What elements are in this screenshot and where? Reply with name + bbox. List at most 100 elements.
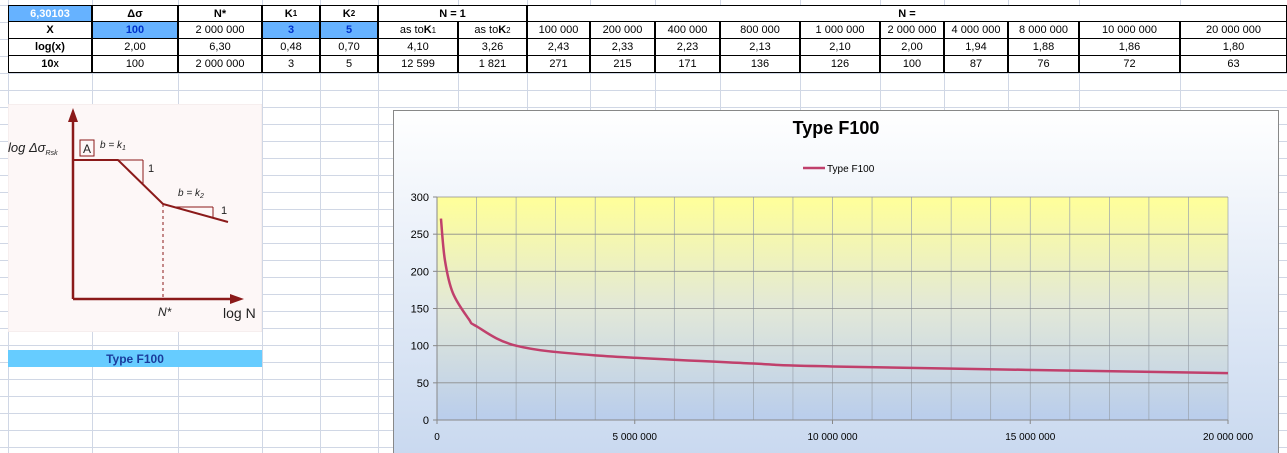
cell: 63 [1180,56,1287,73]
row-header: X [8,22,92,39]
cell: 2,00 [92,39,178,56]
cell: 215 [590,56,655,73]
header-cell: 6,30103 [8,5,92,22]
cell: 100 [880,56,944,73]
cell: 171 [655,56,720,73]
slope-label: b = k1 [100,140,126,152]
cell-text-sub: 2 [350,9,356,18]
cell: 0,70 [320,39,378,56]
cell: 800 000 [720,22,800,39]
x-tick-label: 10 000 000 [807,432,857,443]
cell: 12 599 [378,56,458,73]
y-tick-label: 300 [411,192,429,204]
cell: 87 [944,56,1008,73]
y-tick-label: 100 [411,341,429,353]
cell: 20 000 000 [1180,22,1287,39]
header-cell: Δσ [92,5,178,22]
cell-text-strong: K [423,24,432,36]
cell-text-text: as to [399,24,424,36]
col-line [262,0,263,453]
x-tick-label: 0 [434,432,440,443]
cell: 5 [320,22,378,39]
panel-box [79,139,95,157]
row-line [0,90,1287,91]
cell: 1,86 [1079,39,1180,56]
cell-text-sub: 1 [431,25,437,35]
cell-text-sub: 2 [506,25,511,35]
cell: 2,33 [590,39,655,56]
cell: 1,94 [944,39,1008,56]
sketch-frame [8,104,262,332]
x-arrow-head [230,294,244,304]
cell: 100 [92,22,178,39]
cell: 2,10 [800,39,880,56]
col-line [320,0,321,453]
cell: 1,80 [1180,39,1287,56]
cell: 4,10 [378,39,458,56]
header-cell: N = [527,5,1287,22]
run-label: 1 [221,205,227,217]
cell: 3 [262,22,320,39]
cell: 76 [1008,56,1079,73]
cell: 200 000 [590,22,655,39]
cell: 2,43 [527,39,590,56]
line-series [439,218,1229,375]
cell: 5 [320,56,378,73]
cell: 3 [262,56,320,73]
legend-label: Type F100 [827,164,875,175]
header-cell: N* [178,5,262,22]
cell: 100 [92,56,178,73]
row-header: 10 X [8,56,92,73]
cell: 136 [720,56,800,73]
sn-sketch: log ΔσRsk A b = k1 1 b = k2 1 N* log N [8,104,262,332]
cell: 100 000 [527,22,590,39]
row-line [0,107,1287,108]
x-tick-label: 15 000 000 [1005,432,1055,443]
cell: 2,13 [720,39,800,56]
cell: 6,30 [178,39,262,56]
row-line [0,73,1287,74]
cell: 1,88 [1008,39,1079,56]
cell: 271 [527,56,590,73]
cell: 2,00 [880,39,944,56]
cell-text-text: as to [474,24,499,36]
cell: 4 000 000 [944,22,1008,39]
cell: 2 000 000 [178,56,262,73]
col-line [378,0,379,453]
cell: 2 000 000 [178,22,262,39]
cell-text-sup: X [53,59,59,69]
x-tick-label: 5 000 000 [613,432,658,443]
panel-label: A [83,142,91,156]
cell: 2,23 [655,39,720,56]
cell: 1 821 [458,56,527,73]
cell-text-text: K [284,7,293,20]
cell: 2 000 000 [880,22,944,39]
x-tick-label: 20 000 000 [1203,432,1253,443]
y-tick-label: 50 [417,378,429,390]
x-mark: N* [158,305,172,319]
header-cell: N = 1 [378,5,527,22]
cell-text-text: K [342,7,351,20]
y-tick-label: 250 [411,229,429,241]
cell-text-sub: 1 [292,9,298,18]
y-arrow-head [68,108,78,122]
y-tick-label: 200 [411,266,429,278]
x-label: log N [223,305,256,321]
cell: 10 000 000 [1079,22,1180,39]
chart-title: Type F100 [793,118,880,138]
sheet-label: Type F100 [8,350,262,367]
cell: 8 000 000 [1008,22,1079,39]
cell: 3,26 [458,39,527,56]
cell: 1 000 000 [800,22,880,39]
cell-text-strong: K [498,24,507,36]
y-tick-label: 0 [423,415,429,427]
cell: 0,48 [262,39,320,56]
cell-text-text: 10 [41,58,54,70]
y-tick-label: 150 [411,304,429,316]
cell: 400 000 [655,22,720,39]
